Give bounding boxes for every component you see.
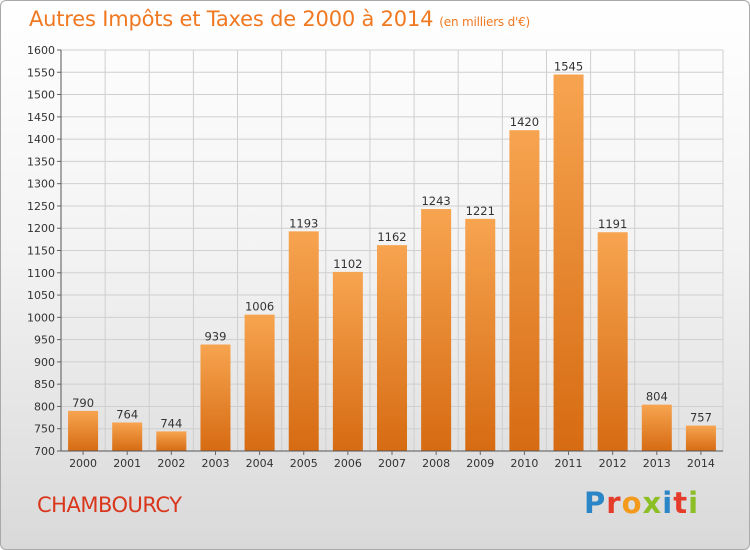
bar — [244, 314, 275, 451]
bar — [421, 209, 452, 451]
x-tick-label: 2012 — [599, 457, 627, 470]
city-label: CHAMBOURCY — [37, 493, 182, 517]
bar-value-label: 804 — [646, 390, 668, 404]
bar-value-label: 1420 — [510, 115, 539, 129]
bar — [68, 410, 99, 451]
bar-value-label: 790 — [72, 396, 94, 410]
bar — [597, 232, 628, 451]
y-tick-label: 1250 — [27, 200, 55, 213]
bar-value-label: 1162 — [377, 230, 406, 244]
x-tick-label: 2014 — [687, 457, 715, 470]
bar-value-label: 1545 — [554, 60, 583, 74]
y-tick-label: 1450 — [27, 111, 55, 124]
bar — [465, 218, 496, 451]
y-tick-label: 1100 — [27, 267, 55, 280]
bar-value-label: 1006 — [245, 300, 274, 314]
y-tick-label: 850 — [34, 378, 55, 391]
bar — [685, 425, 716, 451]
y-tick-label: 1150 — [27, 245, 55, 258]
y-tick-label: 1000 — [27, 311, 55, 324]
y-tick-label: 950 — [34, 334, 55, 347]
x-tick-label: 2001 — [113, 457, 141, 470]
x-tick-label: 2010 — [510, 457, 538, 470]
x-tick-label: 2006 — [334, 457, 362, 470]
y-tick-label: 700 — [34, 445, 55, 458]
x-tick-label: 2007 — [378, 457, 406, 470]
y-tick-label: 1400 — [27, 133, 55, 146]
y-tick-label: 1300 — [27, 178, 55, 191]
bar-value-label: 939 — [204, 330, 226, 344]
x-tick-label: 2013 — [643, 457, 671, 470]
bar — [553, 74, 584, 451]
x-tick-label: 2005 — [290, 457, 318, 470]
y-tick-label: 800 — [34, 400, 55, 413]
x-tick-label: 2003 — [201, 457, 229, 470]
y-tick-label: 1200 — [27, 222, 55, 235]
title-text: Autres Impôts et Taxes de 2000 à 2014 — [29, 7, 434, 31]
bar — [156, 431, 187, 451]
bar-value-label: 1221 — [466, 204, 495, 218]
bar-value-label: 1193 — [289, 216, 318, 230]
bar-value-label: 1243 — [421, 194, 450, 208]
x-tick-label: 2011 — [555, 457, 583, 470]
bar — [332, 271, 363, 451]
chart-title: Autres Impôts et Taxes de 2000 à 2014 (en… — [29, 7, 530, 31]
logo-letter: o — [621, 486, 643, 520]
logo-letter: x — [642, 486, 663, 520]
chart-subtitle: (en milliers d'€) — [439, 15, 531, 29]
y-tick-label: 1600 — [27, 44, 55, 57]
x-tick-label: 2000 — [69, 457, 97, 470]
x-tick-label: 2002 — [157, 457, 185, 470]
logo-letter: i — [688, 486, 700, 520]
logo-letter: i — [662, 486, 674, 520]
bar — [641, 404, 672, 451]
y-tick-label: 750 — [34, 423, 55, 436]
y-tick-label: 1050 — [27, 289, 55, 302]
y-tick-label: 1550 — [27, 66, 55, 79]
proxiti-logo[interactable]: Proxiti — [584, 486, 699, 520]
x-tick-label: 2009 — [466, 457, 494, 470]
logo-letter: t — [673, 486, 689, 520]
bar — [509, 130, 540, 451]
y-tick-label: 1500 — [27, 89, 55, 102]
bar-value-label: 757 — [690, 411, 712, 425]
bar-value-label: 744 — [160, 416, 182, 430]
y-tick-label: 1350 — [27, 155, 55, 168]
y-tick-label: 900 — [34, 356, 55, 369]
bar-value-label: 1102 — [333, 257, 362, 271]
bar-value-label: 1191 — [598, 217, 627, 231]
logo-letter: P — [584, 486, 607, 520]
bar — [288, 231, 319, 451]
bar — [377, 245, 407, 451]
logo-letter: r — [606, 486, 622, 520]
bar — [112, 422, 143, 451]
x-tick-label: 2008 — [422, 457, 450, 470]
bar — [200, 344, 231, 451]
bar-value-label: 764 — [116, 407, 138, 421]
x-tick-label: 2004 — [246, 457, 274, 470]
